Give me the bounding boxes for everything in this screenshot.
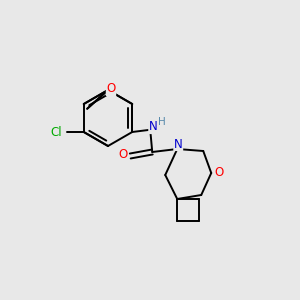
Text: H: H (158, 117, 166, 127)
Text: N: N (174, 137, 183, 151)
Text: Cl: Cl (50, 125, 62, 139)
Text: O: O (214, 166, 224, 178)
Text: N: N (149, 121, 158, 134)
Text: O: O (106, 82, 116, 95)
Text: O: O (118, 148, 128, 161)
